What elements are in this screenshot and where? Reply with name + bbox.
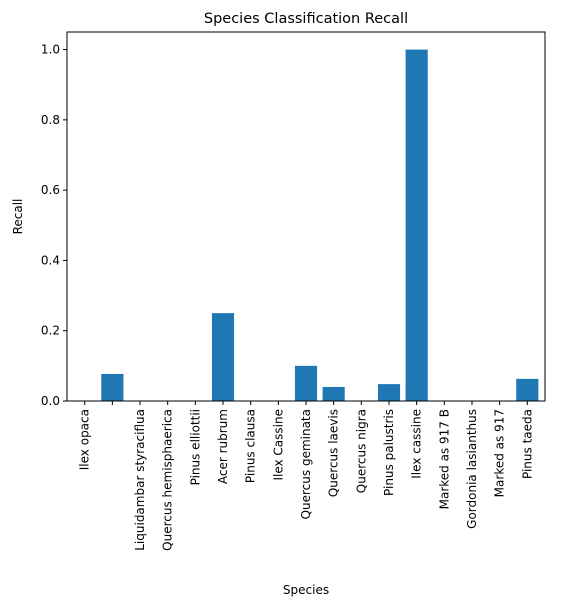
y-tick-label: 1.0 [41, 43, 60, 57]
bar [101, 374, 123, 401]
y-tick-label: 0.6 [41, 183, 60, 197]
bar [212, 313, 234, 401]
bar [323, 387, 345, 401]
y-axis: 0.0 0.2 0.4 0.6 0.8 1.0 [41, 43, 67, 408]
x-tick-label: Quercus nigra [354, 409, 368, 493]
bar [295, 366, 317, 401]
x-axis: Ilex opaca Liquidambar styraciflua Quercus… [78, 401, 535, 551]
x-tick-label: Pinus clausa [244, 409, 258, 483]
bars-layer [101, 50, 538, 401]
bar [406, 50, 428, 401]
chart-title: Species Classification Recall [204, 11, 408, 27]
plot-frame [67, 32, 545, 401]
x-tick-label: Liquidambar styraciflua [133, 409, 147, 551]
bar [378, 384, 400, 401]
x-axis-title: Species [283, 583, 329, 597]
y-axis-title: Recall [11, 199, 25, 235]
x-tick-label: Pinus elliottii [188, 409, 202, 485]
x-tick-label: Quercus geminata [299, 409, 313, 519]
x-tick-label: Marked as 917 [493, 409, 507, 497]
x-tick-label: Ilex cassine [410, 409, 424, 479]
y-tick-label: 0.4 [41, 253, 60, 267]
x-tick-label: Ilex Cassine [271, 409, 285, 481]
y-tick-label: 0.8 [41, 113, 60, 127]
x-tick-label: Quercus hemisphaerica [161, 409, 175, 551]
x-tick-label: Pinus palustris [382, 409, 396, 496]
x-tick-label: Marked as 917 B [437, 409, 451, 509]
x-tick-label: Pinus taeda [520, 409, 534, 479]
y-tick-label: 0.0 [41, 394, 60, 408]
x-tick-label: Acer rubrum [216, 409, 230, 484]
x-tick-label: Quercus laevis [327, 409, 341, 497]
bar [516, 379, 538, 401]
x-tick-label: Ilex opaca [78, 409, 92, 470]
y-tick-label: 0.2 [41, 324, 60, 338]
x-tick-label: Gordonia lasianthus [465, 409, 479, 529]
